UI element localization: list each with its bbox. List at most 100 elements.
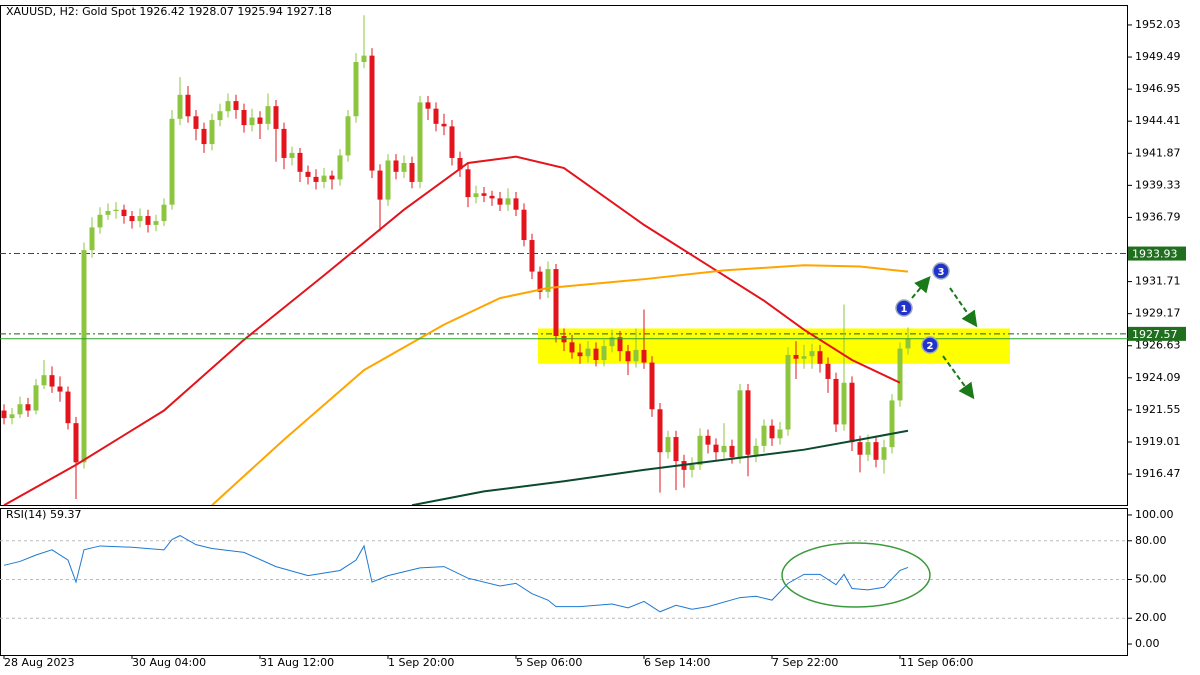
- y-tick-label: 1924.09: [1135, 371, 1181, 384]
- price-label-box: [1128, 326, 1186, 341]
- y-tick-label: 1949.49: [1135, 50, 1181, 63]
- candle-body: [481, 193, 487, 196]
- candle-body: [521, 209, 527, 241]
- candle-body: [793, 354, 799, 359]
- candle-body: [601, 346, 607, 361]
- marker-label: 3: [938, 267, 945, 278]
- candle-body: [849, 382, 855, 443]
- candle-body: [785, 354, 791, 430]
- candle-body: [281, 128, 287, 158]
- candle-body: [449, 126, 455, 158]
- marker: [895, 299, 913, 317]
- candle-body: [705, 435, 711, 445]
- candle-body: [81, 250, 87, 463]
- candle-body: [585, 348, 591, 357]
- candle-body: [209, 120, 215, 145]
- rsi-frame: [0, 508, 1128, 656]
- marker: [932, 262, 950, 280]
- candle-body: [817, 351, 823, 364]
- candle-body: [433, 108, 439, 124]
- candle-body: [57, 386, 63, 392]
- y-tick-label: 80.00: [1135, 534, 1167, 547]
- candle-body: [745, 390, 751, 455]
- candle-body: [425, 102, 431, 109]
- candle-body: [329, 175, 335, 180]
- candle-body: [289, 152, 295, 158]
- candle-body: [1, 410, 7, 419]
- price-label-box: [1128, 246, 1186, 261]
- candle-body: [729, 445, 735, 458]
- candle-body: [177, 94, 183, 119]
- candle-body: [889, 400, 895, 448]
- moving-average: [211, 264, 909, 505]
- candle-body: [657, 409, 663, 453]
- candle-body: [497, 198, 503, 205]
- candle-body: [65, 391, 71, 424]
- candle-body: [801, 356, 807, 359]
- marker-label: 2: [927, 341, 934, 352]
- arrow: [949, 287, 978, 328]
- candle-body: [689, 464, 695, 470]
- price-label: 1927.57: [1132, 328, 1178, 341]
- candle-body: [145, 216, 151, 225]
- candle-body: [505, 198, 511, 205]
- candle-body: [17, 404, 23, 415]
- candle-body: [121, 209, 127, 217]
- marker: [921, 336, 939, 354]
- candle-body: [409, 162, 415, 182]
- candle-body: [185, 94, 191, 117]
- y-tick-label: 1926.63: [1135, 339, 1181, 352]
- y-tick-label: 1919.01: [1135, 435, 1181, 448]
- candle-body: [9, 414, 15, 419]
- candle-body: [665, 437, 671, 453]
- moving-average: [3, 155, 901, 505]
- candle-body: [609, 337, 615, 347]
- candle-body: [881, 447, 887, 460]
- y-tick-label: 1939.33: [1135, 178, 1181, 191]
- panel-title: RSI(14) 59.37: [6, 508, 81, 521]
- x-tick-label: 7 Sep 22:00: [772, 656, 838, 669]
- x-tick-label: 5 Sep 06:00: [516, 656, 582, 669]
- candle-body: [537, 271, 543, 292]
- main-frame: [0, 5, 1128, 506]
- plot-area: [0, 535, 1128, 619]
- candle-body: [297, 152, 303, 172]
- candle-body: [625, 351, 631, 362]
- candle-body: [697, 435, 703, 465]
- candle-body: [737, 390, 743, 458]
- moving-average: [411, 429, 909, 505]
- candle-body: [97, 214, 103, 228]
- candle-body: [473, 193, 479, 198]
- y-tick-label: 0.00: [1135, 637, 1160, 650]
- candle-body: [513, 198, 519, 210]
- candle-body: [633, 349, 639, 362]
- candle-body: [401, 162, 407, 172]
- candle-body: [137, 216, 143, 222]
- y-tick-label: 1936.79: [1135, 210, 1181, 223]
- candle-body: [273, 106, 279, 129]
- candle-body: [201, 128, 207, 145]
- candle-body: [265, 106, 271, 124]
- candle-body: [545, 269, 551, 292]
- candle-body: [217, 111, 223, 121]
- candle-body: [457, 157, 463, 170]
- candle-body: [897, 348, 903, 401]
- candle-body: [833, 378, 839, 425]
- x-tick-label: 1 Sep 20:00: [388, 656, 454, 669]
- candle-body: [769, 425, 775, 439]
- candle-body: [353, 61, 359, 117]
- candle-body: [617, 337, 623, 352]
- candle-body: [169, 118, 175, 205]
- x-tick-label: 11 Sep 06:00: [900, 656, 973, 669]
- candle-body: [257, 117, 263, 124]
- candle-body: [761, 425, 767, 446]
- candle-body: [337, 155, 343, 180]
- candle-body: [41, 375, 47, 386]
- candle-body: [49, 375, 55, 387]
- y-tick-label: 1929.17: [1135, 307, 1181, 320]
- y-tick-label: 1931.71: [1135, 275, 1181, 288]
- x-tick-label: 31 Aug 12:00: [260, 656, 334, 669]
- candle-body: [873, 442, 879, 460]
- candle-body: [905, 338, 911, 349]
